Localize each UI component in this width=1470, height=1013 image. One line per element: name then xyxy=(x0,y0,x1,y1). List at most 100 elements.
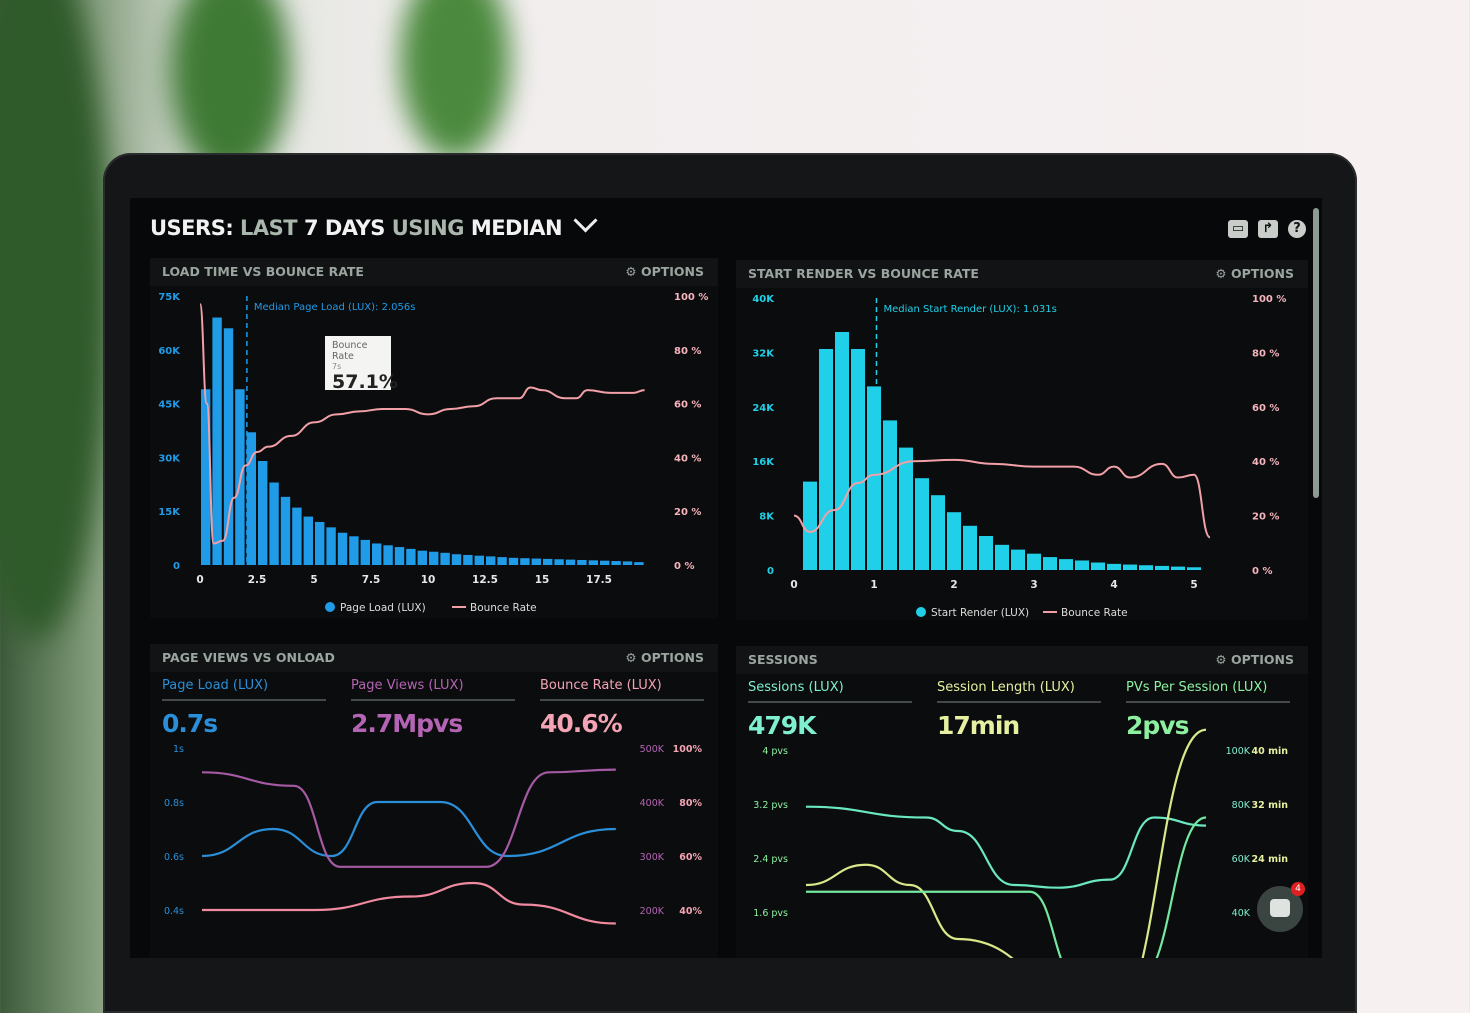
y3-tick-label: 100% xyxy=(673,744,703,755)
y-tick-label: 0 xyxy=(767,566,774,577)
x-tick-label: 0 xyxy=(196,574,203,586)
bar xyxy=(851,349,865,570)
tooltip: Bounce Rate 7s 57.1% xyxy=(325,336,398,393)
stat-0[interactable]: Sessions (LUX) 479K xyxy=(748,680,912,740)
y-tick-label: 75K xyxy=(158,292,181,303)
stat-label: Sessions (LUX) xyxy=(748,680,912,703)
line-chart: 0.4s 0.6s 0.8s 1s 200K 300K 400K 500K 40% 60% 80% 1… xyxy=(164,744,703,925)
stat-value: 2pvs xyxy=(1126,711,1189,740)
bar xyxy=(349,536,359,565)
bar xyxy=(1139,565,1153,570)
start-render-chart: 0 8K 16K 24K 32K 40K 0 % 20 % 40 % 60 % 80 % 100 % 0… xyxy=(752,294,1286,619)
y2-tick-label: 400K xyxy=(640,798,665,809)
series-line xyxy=(202,881,616,925)
start-render-panel: START RENDER VS BOUNCE RATE ⚙ OPTIONS 0 8… xyxy=(736,260,1308,620)
stat-value: 17min xyxy=(937,711,1020,740)
bar xyxy=(474,555,484,565)
y-tick-label: 2.4 pvs xyxy=(753,854,788,865)
y2-tick-label: 100K xyxy=(1226,746,1251,757)
bar xyxy=(280,496,291,565)
options-button[interactable]: ⚙ OPTIONS xyxy=(1215,266,1294,281)
y2-tick-label: 300K xyxy=(640,852,665,863)
x-tick-label: 0 xyxy=(790,579,797,591)
bar xyxy=(497,557,507,565)
bar xyxy=(803,481,817,570)
x-tick-label: 3 xyxy=(1030,579,1037,591)
bar xyxy=(899,447,913,570)
bar xyxy=(1107,563,1121,570)
stat-2[interactable]: PVs Per Session (LUX) 2pvs xyxy=(1126,680,1290,740)
options-button[interactable]: ⚙ OPTIONS xyxy=(625,650,704,665)
stat-0[interactable]: Page Load (LUX) 0.7s xyxy=(162,678,326,738)
bar xyxy=(337,532,348,565)
bar xyxy=(543,558,553,565)
bar xyxy=(931,495,945,570)
chat-button[interactable]: 4 xyxy=(1257,882,1305,932)
line-chart: 1.6 pvs 2.4 pvs 3.2 pvs 4 pvs 40K 60K 80K 100K 2… xyxy=(753,728,1289,958)
y-tick-label: 1s xyxy=(173,744,184,755)
median-annotation: Median Start Render (LUX): 1.031s xyxy=(883,304,1056,315)
bar xyxy=(212,317,222,565)
stat-label: Bounce Rate (LUX) xyxy=(540,678,704,701)
bar xyxy=(372,543,382,565)
stat-label: Page Views (LUX) xyxy=(351,678,515,701)
y-tick-label: 0.4s xyxy=(164,906,184,917)
bar xyxy=(1059,559,1073,570)
bar xyxy=(315,521,325,565)
y2-tick-label: 100 % xyxy=(674,292,708,303)
stat-1[interactable]: Page Views (LUX) 2.7Mpvs xyxy=(351,678,515,738)
y-tick-label: 32K xyxy=(752,348,775,359)
y-tick-label: 15K xyxy=(158,507,181,518)
bar xyxy=(979,536,993,570)
share-icon[interactable]: ↱ xyxy=(1258,220,1278,238)
bar xyxy=(1075,560,1089,570)
monitor-icon[interactable]: ▭ xyxy=(1228,220,1248,238)
bar xyxy=(1171,566,1185,570)
bar xyxy=(577,559,587,565)
bar xyxy=(417,550,427,565)
stat-1[interactable]: Session Length (LUX) 17min xyxy=(937,680,1101,740)
bar xyxy=(463,554,473,565)
help-icon[interactable]: ? xyxy=(1288,220,1306,238)
scrollbar[interactable] xyxy=(1313,208,1319,498)
options-button[interactable]: ⚙ OPTIONS xyxy=(1215,652,1294,667)
legend-label: Page Load (LUX) xyxy=(340,602,426,614)
x-tick-label: 7.5 xyxy=(362,574,381,586)
legend-marker xyxy=(916,607,926,617)
options-button[interactable]: ⚙ OPTIONS xyxy=(625,264,704,279)
y2-tick-label: 500K xyxy=(640,744,665,755)
y2-tick-label: 80K xyxy=(1232,800,1251,811)
y2-tick-label: 60 % xyxy=(1252,403,1279,414)
chevron-down-icon[interactable] xyxy=(573,208,598,233)
y2-tick-label: 0 % xyxy=(674,561,694,572)
y2-tick-label: 0 % xyxy=(1252,566,1272,577)
bar xyxy=(258,460,268,565)
y-tick-label: 0 xyxy=(173,561,180,572)
y3-tick-label: 24 min xyxy=(1252,854,1289,865)
bar xyxy=(819,349,833,570)
y3-tick-label: 80% xyxy=(679,798,702,809)
y2-tick-label: 40 % xyxy=(1252,457,1279,468)
y-tick-label: 3.2 pvs xyxy=(753,800,788,811)
x-tick-label: 12.5 xyxy=(472,574,498,586)
page-title[interactable]: USERS: LAST 7 DAYS USING MEDIAN xyxy=(150,208,598,240)
median-annotation: Median Page Load (LUX): 2.056s xyxy=(254,302,416,313)
y2-tick-label: 40 % xyxy=(674,453,701,464)
stat-value: 479K xyxy=(748,711,817,740)
stat-2[interactable]: Bounce Rate (LUX) 40.6% xyxy=(540,678,704,738)
y2-tick-label: 40K xyxy=(1232,908,1251,919)
x-tick-label: 1 xyxy=(870,579,877,591)
bar xyxy=(531,558,541,565)
stat-label: Session Length (LUX) xyxy=(937,680,1101,703)
bar xyxy=(634,562,644,565)
bounce-rate-line xyxy=(199,303,645,545)
bar xyxy=(963,525,977,570)
panel-title: START RENDER VS BOUNCE RATE xyxy=(736,260,1308,288)
bar xyxy=(867,386,881,570)
bar xyxy=(440,552,450,565)
y2-tick-label: 60 % xyxy=(674,400,701,411)
stat-label: PVs Per Session (LUX) xyxy=(1126,680,1290,703)
bar xyxy=(223,328,234,565)
y2-tick-label: 80 % xyxy=(674,346,701,357)
y3-tick-label: 40% xyxy=(679,906,702,917)
